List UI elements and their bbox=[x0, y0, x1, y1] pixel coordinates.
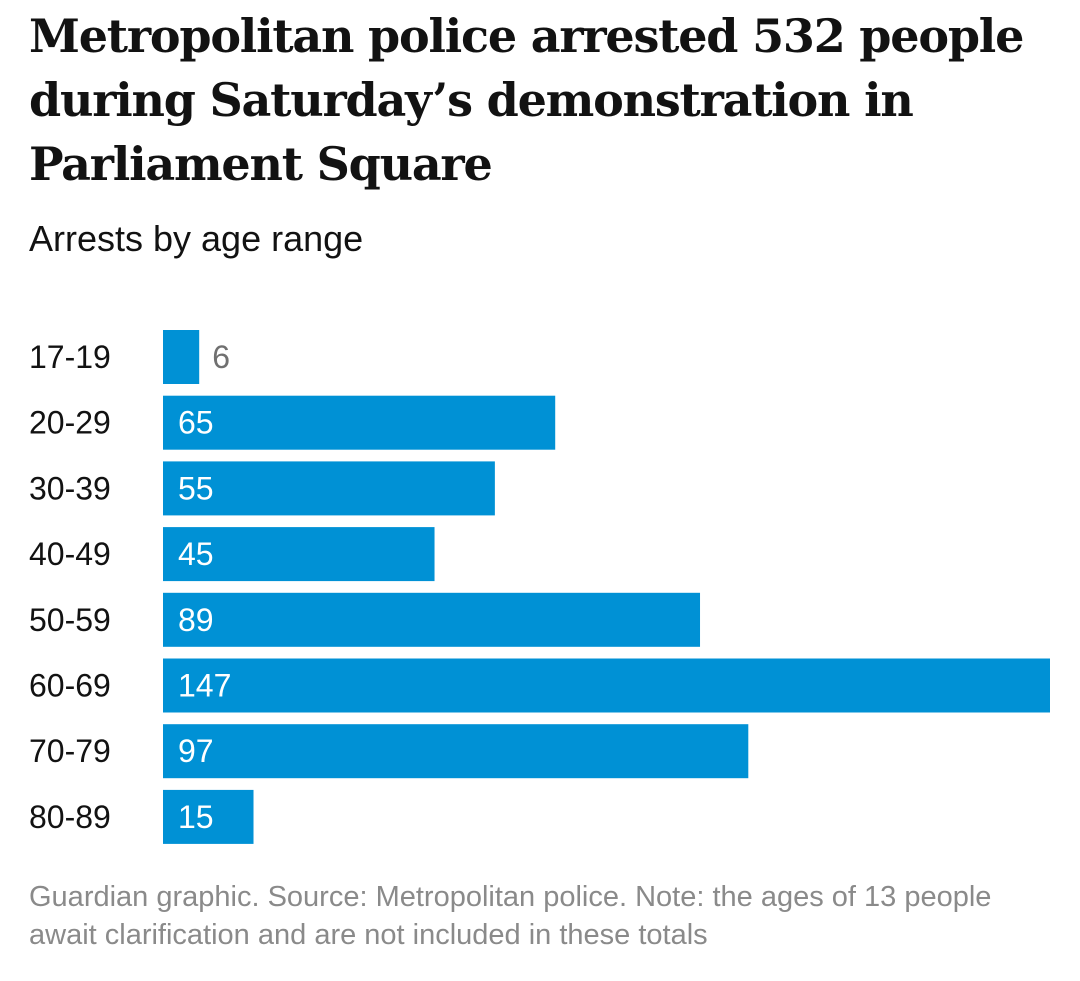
data-label: 97 bbox=[178, 733, 214, 769]
bar-30-39 bbox=[163, 461, 495, 516]
data-label: 45 bbox=[178, 536, 214, 572]
chart-subtitle: Arrests by age range bbox=[29, 218, 364, 259]
category-label: 20-29 bbox=[29, 405, 111, 441]
category-label: 30-39 bbox=[29, 470, 111, 506]
category-label: 50-59 bbox=[29, 602, 111, 638]
category-label: 40-49 bbox=[29, 536, 111, 572]
category-label: 80-89 bbox=[29, 799, 111, 835]
chart-footer-source-note: Guardian graphic. Source: Metropolitan p… bbox=[29, 881, 992, 951]
bar-50-59 bbox=[163, 592, 701, 647]
data-label: 147 bbox=[178, 668, 231, 704]
bar-20-29 bbox=[163, 395, 556, 450]
bar-17-19 bbox=[163, 330, 200, 384]
bar-70-79 bbox=[163, 724, 749, 779]
data-label: 89 bbox=[178, 602, 214, 638]
bar-80-89 bbox=[163, 789, 254, 844]
category-label: 60-69 bbox=[29, 668, 111, 704]
bar-60-69 bbox=[163, 658, 1050, 713]
bar-40-49 bbox=[163, 527, 435, 582]
category-label: 70-79 bbox=[29, 733, 111, 769]
chart-title: Metropolitan police arrested 532 people … bbox=[29, 9, 1024, 191]
data-label: 15 bbox=[178, 799, 214, 835]
data-label: 6 bbox=[212, 339, 230, 375]
bar-chart: 17-19 6 20-29 65 30-39 55 40-49 45 50-59 89 60-69 1… bbox=[29, 330, 1050, 844]
category-label: 17-19 bbox=[29, 339, 111, 375]
data-label: 55 bbox=[178, 470, 214, 506]
data-label: 65 bbox=[178, 405, 214, 441]
